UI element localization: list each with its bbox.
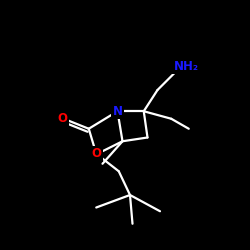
Text: O: O <box>58 112 68 125</box>
Text: N: N <box>112 105 122 118</box>
Text: O: O <box>91 147 101 160</box>
Text: NH₂: NH₂ <box>174 60 199 73</box>
